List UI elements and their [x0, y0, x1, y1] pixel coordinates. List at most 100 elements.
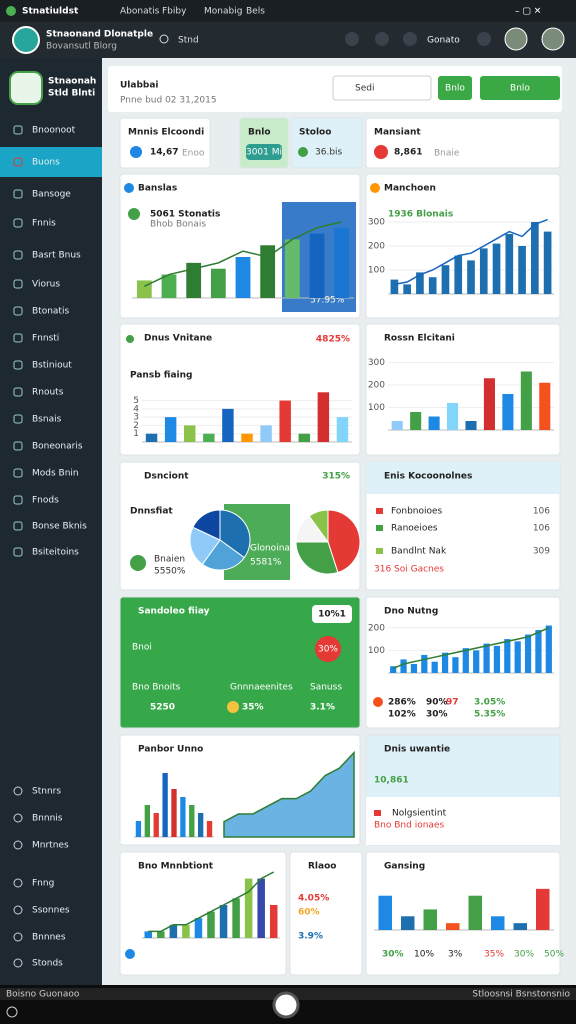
pie-slice — [201, 539, 245, 571]
sidebar-item[interactable]: Fnng — [32, 879, 54, 889]
sidebar-item[interactable]: Fnods — [32, 496, 59, 506]
avatar[interactable] — [541, 27, 565, 51]
sidebar-item[interactable]: Mnrtnes — [32, 841, 69, 851]
card-text: 1936 Blonais — [388, 210, 453, 220]
sidebar-icon[interactable] — [13, 495, 23, 505]
pie-slice — [295, 541, 339, 575]
button-label[interactable]: Bnlo — [510, 84, 530, 94]
sidebar-icon[interactable] — [13, 189, 23, 199]
card-title: Mansiant — [374, 128, 421, 138]
taskbar-right: Stloosnsi Bsnstonsnio — [472, 990, 570, 1000]
card-text: Bhob Bonais — [150, 220, 206, 230]
menu-item[interactable]: Fbiby — [162, 7, 187, 17]
sidebar-item[interactable]: Viorus — [32, 280, 60, 290]
menu-item[interactable]: Bels — [246, 7, 265, 17]
card-text: Bno Bnd ionaes — [374, 821, 444, 831]
button[interactable] — [438, 76, 472, 100]
sidebar-item[interactable]: Ssonnes — [32, 906, 70, 916]
header-icon[interactable] — [345, 32, 359, 46]
sidebar-icon[interactable] — [13, 333, 23, 343]
sidebar-icon[interactable] — [13, 306, 23, 316]
card-text: 10%1 — [318, 610, 346, 620]
bar — [400, 659, 407, 673]
bar — [410, 412, 422, 430]
page-search-text[interactable]: Sedi — [355, 84, 374, 94]
card-text: Bnoi — [132, 643, 152, 653]
legend-swatch — [376, 548, 383, 554]
header-icon[interactable] — [375, 32, 389, 46]
bar — [539, 382, 551, 430]
sidebar-item[interactable]: Bstiniout — [32, 361, 72, 371]
trend-line — [144, 221, 342, 287]
sidebar-item[interactable]: Bonse Bknis — [32, 522, 87, 532]
header-icon[interactable] — [403, 32, 417, 46]
bar — [180, 797, 186, 837]
header-icon[interactable] — [477, 32, 491, 46]
sidebar-item[interactable]: Bnnnis — [32, 814, 63, 824]
sidebar-item[interactable]: Bnoonoot — [32, 126, 76, 136]
header-search[interactable]: Stnd — [178, 36, 199, 46]
sidebar-icon[interactable] — [13, 414, 23, 424]
sidebar-icon[interactable] — [13, 905, 23, 915]
menu-item[interactable]: Monabig — [204, 7, 242, 17]
button-label[interactable]: Bnlo — [445, 84, 465, 94]
bar — [317, 392, 330, 442]
sidebar-item[interactable]: Basrt Bnus — [32, 251, 81, 261]
sidebar-icon[interactable] — [13, 878, 23, 888]
sidebar-item[interactable]: Bsnais — [32, 415, 62, 425]
sidebar-icon[interactable] — [13, 441, 23, 451]
avatar[interactable] — [504, 27, 528, 51]
sidebar-icon[interactable] — [13, 125, 23, 135]
card-text: 57.95% — [310, 296, 345, 306]
search-icon[interactable] — [159, 34, 169, 44]
card-text: Sanuss — [310, 683, 342, 693]
header-user[interactable]: Gonato — [427, 36, 460, 46]
sidebar-item[interactable]: Fnnsti — [32, 334, 59, 344]
sidebar-icon[interactable] — [13, 279, 23, 289]
sidebar-item[interactable]: Buons — [32, 158, 60, 168]
sidebar-icon[interactable] — [13, 468, 23, 478]
sidebar-item[interactable]: Stonds — [32, 959, 63, 969]
sidebar-icon[interactable] — [13, 157, 23, 167]
sidebar-item[interactable]: Rnouts — [32, 388, 64, 398]
icon — [125, 949, 135, 959]
start-icon[interactable] — [6, 1006, 18, 1018]
icon — [130, 555, 146, 571]
sidebar-icon[interactable] — [13, 958, 23, 968]
card — [119, 117, 211, 169]
sidebar-icon[interactable] — [13, 547, 23, 557]
sidebar-item[interactable]: Btonatis — [32, 307, 69, 317]
bar — [161, 274, 177, 298]
bar — [144, 805, 150, 837]
sidebar-item[interactable]: Stnnrs — [32, 787, 61, 797]
sidebar-icon[interactable] — [13, 360, 23, 370]
home-button[interactable] — [272, 991, 300, 1019]
taskbar-left: Boisno Guonaoo — [6, 990, 80, 1000]
sidebar-icon[interactable] — [13, 932, 23, 942]
card-text: Enoo — [182, 149, 205, 159]
sidebar-item[interactable]: Bnnnes — [32, 933, 66, 943]
pie-slice — [192, 509, 221, 541]
bar — [336, 417, 349, 442]
menu-item[interactable]: Abonatis — [120, 7, 160, 17]
sidebar-item[interactable]: Boneonaris — [32, 442, 83, 452]
button[interactable] — [480, 76, 560, 100]
sidebar-icon[interactable] — [13, 387, 23, 397]
sidebar-item[interactable]: Bansoge — [32, 190, 71, 200]
header-title: Stnaonand Dlonatple — [46, 30, 153, 40]
bar — [279, 400, 291, 442]
sidebar-item[interactable]: Mods Bnin — [32, 469, 79, 479]
y-tick-label: 200 — [368, 381, 385, 391]
sidebar-icon[interactable] — [13, 840, 23, 850]
sidebar-icon[interactable] — [13, 218, 23, 228]
sidebar-icon[interactable] — [13, 813, 23, 823]
sidebar-icon[interactable] — [13, 250, 23, 260]
page-search[interactable] — [332, 75, 432, 101]
sidebar-icon[interactable] — [13, 521, 23, 531]
sidebar-icon[interactable] — [13, 786, 23, 796]
sidebar-item[interactable]: Fnnis — [32, 219, 56, 229]
bar — [462, 648, 469, 673]
card-text: 3.9% — [298, 932, 323, 942]
y-tick-label: 200 — [368, 242, 385, 252]
sidebar-item[interactable]: Bsiteitoins — [32, 548, 79, 558]
